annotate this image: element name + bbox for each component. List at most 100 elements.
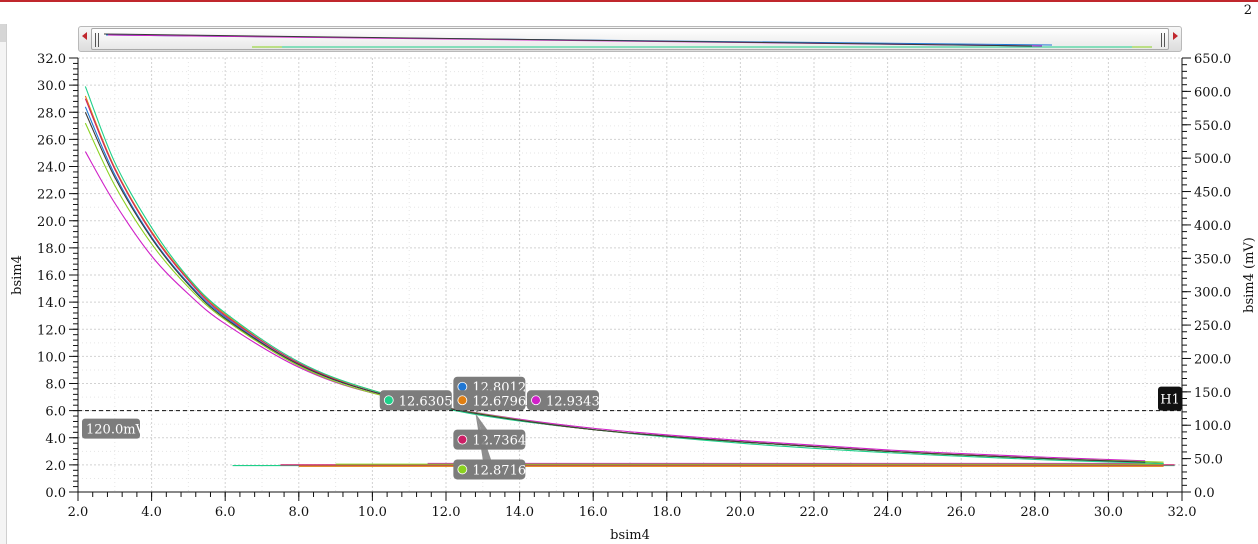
y-tick-label: 8.0 — [45, 378, 66, 393]
scroll-left-arrow-icon[interactable] — [82, 32, 87, 40]
marker-pointer — [475, 413, 495, 440]
y2-tick-label: 100.0 — [1194, 419, 1231, 434]
y2-tick-label: 250.0 — [1194, 319, 1231, 334]
trace-line — [84, 112, 1146, 463]
y2-tick-label: 300.0 — [1194, 286, 1231, 301]
x-tick-label: 12.0 — [432, 505, 461, 520]
x-tick-label: 4.0 — [141, 505, 162, 520]
trace-line — [84, 95, 1164, 465]
thumb-right-grip-icon[interactable] — [1164, 33, 1165, 47]
marker-color-dot — [457, 464, 468, 475]
x-tick-label: 8.0 — [288, 505, 309, 520]
y-tick-label: 2.0 — [45, 459, 66, 474]
window-top-border — [0, 0, 1258, 2]
y-tick-label: 24.0 — [37, 161, 66, 176]
marker-color-dot — [457, 381, 468, 392]
y2-axis-title: bsim4 (mV) — [1242, 237, 1257, 313]
h1-marker-label[interactable] — [1158, 386, 1182, 411]
x-tick-label: 24.0 — [873, 505, 902, 520]
marker-color-dot — [457, 395, 468, 406]
intercept-marker[interactable]: 12.9343 — [475, 390, 600, 414]
trace-line — [84, 98, 1164, 465]
x-tick-label: 32.0 — [1168, 505, 1197, 520]
y2-tick-label: 350.0 — [1194, 252, 1231, 267]
trace-line — [84, 106, 1146, 463]
thumb-right-grip-icon[interactable] — [1161, 33, 1162, 47]
y-tick-label: 10.0 — [37, 350, 66, 365]
plot-grid — [77, 57, 1183, 493]
y2-tick-label: 500.0 — [1194, 152, 1231, 167]
y-tick-label: 0.0 — [45, 486, 66, 501]
y-tick-label: 20.0 — [37, 215, 66, 230]
trace-line — [84, 86, 1164, 465]
y-axis-title: bsim4 — [10, 255, 25, 295]
marker-value: 12.6305 — [399, 394, 453, 409]
scroll-right-arrow-icon[interactable] — [1173, 32, 1178, 40]
x-tick-label: 10.0 — [358, 505, 387, 520]
y-tick-label: 22.0 — [37, 188, 66, 203]
y2-tick-label: 150.0 — [1194, 386, 1231, 401]
marker-value: 12.9343 — [546, 394, 600, 409]
intercept-marker[interactable]: 12.8716 — [453, 413, 526, 480]
h1-readout-value: 120.0mV — [86, 423, 146, 438]
marker-color-dot — [457, 434, 468, 445]
marker-value: 12.6796 — [472, 394, 526, 409]
x-axis-title: bsim4 — [610, 528, 650, 543]
x-tick-label: 18.0 — [652, 505, 681, 520]
page-number: 2 — [1243, 3, 1252, 18]
y2-tick-label: 450.0 — [1194, 186, 1231, 201]
x-tick-label: 30.0 — [1094, 505, 1123, 520]
marker-badge[interactable] — [379, 390, 452, 411]
x-tick-label: 28.0 — [1020, 505, 1049, 520]
marker-pointer — [475, 413, 495, 470]
y2-tick-label: 650.0 — [1194, 52, 1231, 67]
y2-tick-label: 200.0 — [1194, 352, 1231, 367]
marker-value: 12.8716 — [472, 463, 526, 478]
intercept-marker[interactable]: 12.6796 — [453, 390, 526, 414]
x-tick-label: 20.0 — [726, 505, 755, 520]
overview-preview — [103, 33, 1152, 48]
y-tick-label: 4.0 — [45, 432, 66, 447]
h1-readout-badge[interactable] — [82, 418, 140, 439]
horizontal-marker-h1[interactable]: H1 120.0mV — [78, 386, 1182, 439]
scrollbar-thumb[interactable] — [91, 28, 1169, 50]
overview-scrollbar[interactable] — [78, 26, 1182, 52]
y-tick-label: 16.0 — [37, 269, 66, 284]
y-tick-label: 32.0 — [37, 52, 66, 67]
marker-pointer — [475, 400, 568, 414]
y2-tick-label: 550.0 — [1194, 119, 1231, 134]
y-tick-label: 26.0 — [37, 133, 66, 148]
marker-color-dot — [383, 395, 394, 406]
y2-tick-label: 0.0 — [1194, 486, 1215, 501]
x-tick-label: 26.0 — [947, 505, 976, 520]
thumb-left-grip-icon[interactable] — [95, 33, 96, 47]
x-tick-label: 2.0 — [68, 505, 89, 520]
y2-tick-label: 400.0 — [1194, 219, 1231, 234]
flat-traces — [232, 462, 1175, 467]
y-tick-label: 18.0 — [37, 242, 66, 257]
y-tick-label: 14.0 — [37, 296, 66, 311]
plot-axes: 2.0 4.0 6.0 8.0 10.0 12.0 14.0 16.0 18.0 20.0 22.0… — [37, 52, 1231, 520]
h1-marker-text: H1 — [1160, 393, 1180, 408]
marker-badge[interactable] — [453, 429, 526, 450]
thumb-left-grip-icon[interactable] — [98, 33, 99, 47]
y-tick-label: 6.0 — [45, 405, 66, 420]
trace-line — [84, 151, 1146, 462]
intercept-marker[interactable]: 12.6305 — [379, 390, 476, 414]
y-tick-label: 28.0 — [37, 106, 66, 121]
x-tick-label: 14.0 — [505, 505, 534, 520]
x-tick-label: 16.0 — [579, 505, 608, 520]
marker-color-dot — [531, 395, 541, 406]
marker-badge[interactable] — [526, 390, 599, 411]
trace-line — [84, 122, 1164, 463]
left-side-panel[interactable] — [0, 24, 7, 544]
marker-badge[interactable] — [453, 459, 526, 480]
side-panel-tab[interactable] — [0, 24, 6, 42]
x-tick-label: 22.0 — [800, 505, 829, 520]
y2-tick-label: 50.0 — [1194, 453, 1223, 468]
y-tick-label: 30.0 — [37, 79, 66, 94]
y2-tick-label: 600.0 — [1194, 85, 1231, 100]
marker-badge[interactable] — [453, 390, 526, 411]
